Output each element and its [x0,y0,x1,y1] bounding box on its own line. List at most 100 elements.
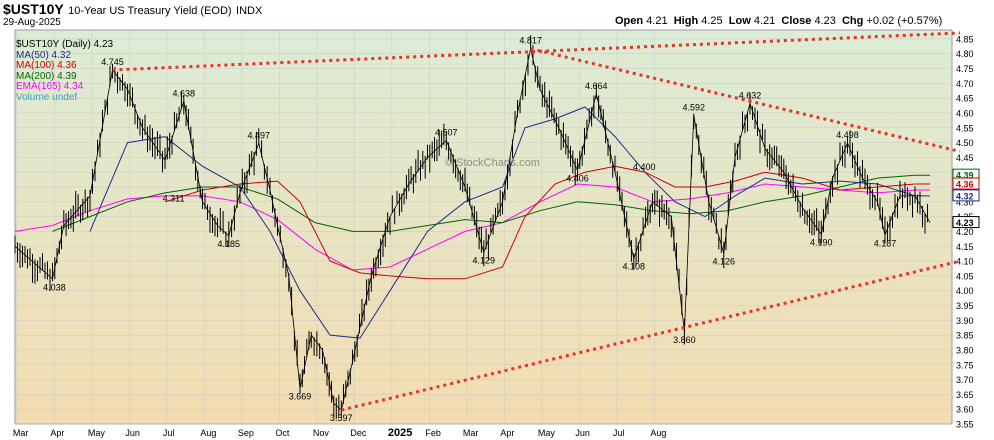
y-tick-label: 4.00 [956,286,974,296]
price-annotation: 3.669 [289,392,312,402]
price-annotation: 4.632 [739,90,762,100]
x-tick-label: Apr [500,428,514,438]
price-line [14,48,931,411]
y-tick-label: 4.80 [956,49,974,59]
ma50-line [89,106,930,339]
y-tick-label: 4.10 [956,257,974,267]
price-series [14,35,931,419]
description: 10-Year US Treasury Yield (EOD) [68,5,232,17]
chart-title: $UST10Y 10-Year US Treasury Yield (EOD) … [3,1,262,19]
y-tick-label: 3.95 [956,301,974,311]
legend-item: MA(100) 4.36 [16,60,77,71]
x-tick-label: Nov [313,428,330,438]
value-badge-label: 4.23 [956,218,974,228]
price-annotation: 4.817 [519,36,542,46]
x-tick-label: Mar [13,428,29,438]
y-tick-label: 4.65 [956,94,974,104]
y-tick-label: 3.80 [956,345,974,355]
open-label: Open [615,15,644,27]
price-annotation: 4.190 [810,237,833,247]
y-tick-label: 4.05 [956,271,974,281]
chart-date: 29-Aug-2025 [3,17,61,28]
y-tick-label: 4.70 [956,79,974,89]
price-annotation: 4.108 [622,262,645,272]
x-tick-label: 2025 [388,427,412,439]
legend-item: MA(50) 4.32 [16,49,72,61]
right-badges: 4.394.364.32 4.23 [952,168,980,229]
value-badge [952,189,980,202]
price-annotation: 4.129 [472,255,495,265]
x-tick-label: Jul [163,428,175,438]
y-tick-label: 3.75 [956,360,974,370]
y-tick-label: 3.85 [956,331,974,341]
y-tick-label: 4.20 [956,227,974,237]
price-annotation: 4.185 [217,239,240,249]
trendlines [112,31,961,412]
y-tick-label: 4.50 [956,138,974,148]
legend-item: Volume undef [16,91,78,103]
x-tick-label: Oct [275,428,290,438]
price-annotation: 4.311 [163,194,185,204]
x-tick-label: Aug [200,428,216,438]
value-badge-label: 4.39 [956,171,974,181]
symbol: $UST10Y [3,1,64,17]
open-value: 4.21 [646,15,668,27]
price-annotation: 4.507 [435,127,458,137]
price-annotation: 4.638 [172,89,195,99]
price-annotation: 4.497 [247,130,270,140]
trendline [112,31,961,72]
y-tick-label: 4.45 [956,153,974,163]
y-tick-label: 3.90 [956,316,974,326]
high-value: 4.25 [701,15,723,27]
price-annotation: 3.597 [330,413,353,423]
close-label: Close [781,15,812,27]
x-tick-label: Feb [425,428,441,438]
value-badge-label: 4.36 [956,180,974,190]
trendline [340,259,961,412]
x-tick-label: Apr [50,428,64,438]
low-value: 4.21 [753,15,776,27]
y-tick-label: 3.55 [956,420,974,430]
value-badge [952,216,980,229]
y-tick-label: 4.30 [956,197,974,207]
price-annotation: 4.126 [712,256,735,266]
price-annotation: 4.745 [101,57,124,67]
x-axis: Mar Apr May Jun Jul Aug Sep Oct Nov Dec 2025 Feb Mar… [13,427,667,439]
chg-value: +0.02 (+0.57%) [866,15,943,27]
legend-item: $UST10Y (Daily) 4.23 [16,39,114,50]
x-tick-label: Aug [650,428,666,438]
price-annotation: 3.860 [673,335,696,345]
value-badge-label: 4.32 [956,191,974,201]
x-tick-label: Jun [125,428,140,438]
legend-item: EMA(165) 4.34 [16,81,84,92]
y-axis: 3.55 3.60 3.65 3.70 3.75 3.80 3.85 3.90 3.95 4.00… [956,34,974,429]
price-annotation: 4.498 [836,130,859,140]
price-annotation: 4.187 [874,238,897,248]
legend: $UST10Y (Daily) 4.23 MA(50) 4.32 MA(100)… [16,39,114,103]
x-tick-label: Sep [238,428,254,438]
close-value: 4.23 [814,15,836,27]
low-label: Low [728,15,751,27]
y-tick-label: 3.65 [956,390,974,400]
price-annotation: 4.664 [585,81,608,91]
x-tick-label: Dec [350,428,367,438]
y-tick-label: 3.60 [956,405,974,415]
price-annotation: 4.400 [633,162,656,172]
y-tick-label: 3.70 [956,375,974,385]
x-tick-label: May [88,428,106,438]
exchange: INDX [236,5,263,17]
price-annotation: 4.592 [682,102,705,112]
x-tick-label: May [538,428,556,438]
grid [15,30,952,425]
annotations: 4.038 4.745 4.638 4.311 4.185 4.497 3.669 3.597… [43,36,896,423]
ma100-line [164,165,930,280]
y-tick-label: 4.15 [956,242,974,252]
legend-item: MA(200) 4.39 [16,70,77,82]
y-tick-label: 4.60 [956,108,974,118]
price-annotation: 4.038 [43,282,66,292]
y-tick-label: 4.75 [956,64,974,74]
x-tick-label: Jul [613,428,625,438]
quote-bar: Open 4.21 High 4.25 Low 4.21 Close 4.23 … [615,15,942,27]
high-label: High [673,15,699,27]
